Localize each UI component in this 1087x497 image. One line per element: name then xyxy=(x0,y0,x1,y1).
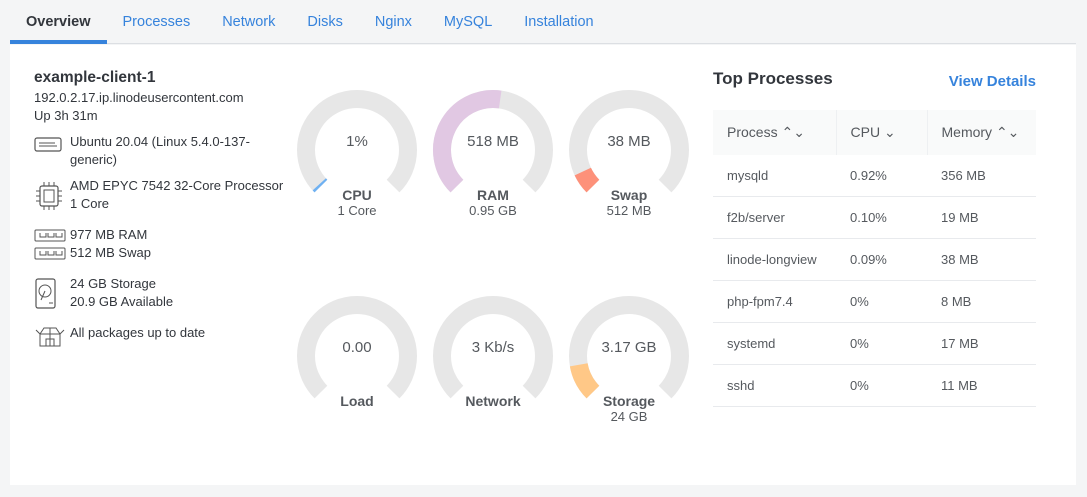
process-cpu: 0.92% xyxy=(836,155,927,197)
process-name: systemd xyxy=(713,322,836,365)
gauge-label: Storage xyxy=(602,393,656,409)
processes-table: Process ⌃⌄ CPU ⌄ Memory ⌃⌄ mysqld 0.92% 35… xyxy=(713,110,1036,407)
gauge-subtext: 0.95 GB xyxy=(469,203,517,218)
gauge-value: 1% xyxy=(346,133,368,150)
view-details-link[interactable]: View Details xyxy=(948,73,1036,90)
gauge-subtext: 24 GB xyxy=(610,409,648,424)
gauge-label: RAM xyxy=(477,187,509,203)
column-cpu[interactable]: CPU ⌄ xyxy=(836,110,928,155)
gauge-track xyxy=(297,90,417,193)
gauge-fill xyxy=(569,362,600,399)
process-memory: 17 MB xyxy=(927,322,1036,365)
process-name: linode-longview xyxy=(713,238,836,281)
sort-icon: ⌃⌄ xyxy=(781,124,805,140)
gauge-fill xyxy=(574,167,600,193)
column-process[interactable]: Process ⌃⌄ xyxy=(713,110,837,155)
gauge-subtext: 1 Core xyxy=(337,203,377,218)
gauge-track xyxy=(569,296,689,399)
server-icon xyxy=(34,133,70,169)
gauge-label: Swap xyxy=(610,187,648,203)
gauge-ram: 518 MB RAM 0.95 GB xyxy=(428,83,558,218)
process-memory: 38 MB xyxy=(927,238,1036,281)
tab-mysql[interactable]: MySQL xyxy=(443,14,493,30)
process-name: php-fpm7.4 xyxy=(713,280,836,323)
ram-info: 977 MB RAM xyxy=(70,227,148,242)
tab-network[interactable]: Network xyxy=(222,14,276,30)
gauge-network: 3 Kb/s Network xyxy=(428,289,558,409)
process-name: f2b/server xyxy=(713,196,836,239)
column-memory[interactable]: Memory ⌃⌄ xyxy=(927,110,1036,155)
os-info: Ubuntu 20.04 (Linux 5.4.0-137-generic) xyxy=(70,134,250,167)
top-processes-title: Top Processes xyxy=(713,69,833,88)
process-memory: 11 MB xyxy=(927,364,1036,407)
process-memory: 8 MB xyxy=(927,280,1036,323)
gauge-track xyxy=(297,296,417,399)
process-cpu: 0% xyxy=(836,322,927,365)
storage-available: 20.9 GB Available xyxy=(70,294,174,309)
gauge-value: 3 Kb/s xyxy=(471,339,515,356)
memory-icon xyxy=(34,226,70,267)
top-processes: Top Processes View Details Process ⌃⌄ CP… xyxy=(713,69,1036,407)
gauge-value: 518 MB xyxy=(467,133,519,150)
process-cpu: 0% xyxy=(836,280,927,323)
gauge-value: 3.17 GB xyxy=(601,339,657,356)
tab-overview[interactable]: Overview xyxy=(10,0,107,44)
uptime: Up 3h 31m xyxy=(34,108,98,123)
system-info: example-client-1 192.0.2.17.ip.linodeuse… xyxy=(34,69,284,353)
process-cpu: 0% xyxy=(836,364,927,407)
sort-desc-icon: ⌄ xyxy=(883,124,896,140)
gauge-fill xyxy=(312,178,328,193)
swap-info: 512 MB Swap xyxy=(70,245,151,260)
gauge-value: 38 MB xyxy=(607,133,651,150)
process-memory: 19 MB xyxy=(927,196,1036,239)
tab-processes[interactable]: Processes xyxy=(122,14,191,30)
gauge-subtext: 512 MB xyxy=(606,203,652,218)
table-row: linode-longview 0.09% 38 MB xyxy=(713,238,1036,281)
table-row: systemd 0% 17 MB xyxy=(713,322,1036,365)
gauge-label: CPU xyxy=(342,187,372,203)
process-name: sshd xyxy=(713,364,836,407)
gauge-track xyxy=(569,90,689,193)
package-icon xyxy=(34,324,70,353)
hostname: example-client-1 xyxy=(34,69,156,86)
tab-nginx[interactable]: Nginx xyxy=(374,14,412,30)
hard-drive-icon xyxy=(34,275,70,316)
table-row: sshd 0% 11 MB xyxy=(713,364,1036,407)
table-row: f2b/server 0.10% 19 MB xyxy=(713,196,1036,239)
process-cpu: 0.09% xyxy=(836,238,927,281)
cpu-model: AMD EPYC 7542 32-Core Processor xyxy=(70,178,284,193)
address: 192.0.2.17.ip.linodeusercontent.com xyxy=(34,90,244,105)
table-row: php-fpm7.4 0% 8 MB xyxy=(713,280,1036,323)
packages-status: All packages up to date xyxy=(70,325,206,340)
tab-disks[interactable]: Disks xyxy=(307,14,343,30)
gauge-storage: 3.17 GB Storage 24 GB xyxy=(564,289,694,424)
gauge-cpu: 1% CPU 1 Core xyxy=(292,83,422,218)
tab-installation[interactable]: Installation xyxy=(524,14,594,30)
gauge-load: 0.00 Load xyxy=(292,289,422,409)
gauge-label: Load xyxy=(340,393,374,409)
tab-bar: Overview Processes Network Disks Nginx MySQL I… xyxy=(10,0,1076,44)
gauge-label: Network xyxy=(465,393,521,409)
overview-card: example-client-1 192.0.2.17.ip.linodeuse… xyxy=(10,45,1076,485)
sort-icon: ⌃⌄ xyxy=(995,124,1020,140)
table-row: mysqld 0.92% 356 MB xyxy=(713,155,1036,197)
process-memory: 356 MB xyxy=(927,155,1036,197)
cpu-cores: 1 Core xyxy=(70,196,110,211)
storage-info: 24 GB Storage xyxy=(70,276,156,291)
gauge-swap: 38 MB Swap 512 MB xyxy=(564,83,694,218)
gauge-fill xyxy=(433,90,502,193)
cpu-icon xyxy=(34,177,70,218)
gauge-value: 0.00 xyxy=(342,339,372,356)
process-cpu: 0.10% xyxy=(836,196,927,239)
gauge-track xyxy=(433,296,553,399)
process-name: mysqld xyxy=(713,155,836,197)
